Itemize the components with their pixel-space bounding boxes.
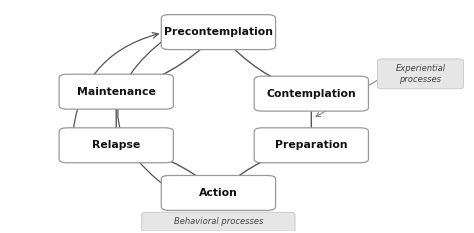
Text: Experiential
processes: Experiential processes: [395, 64, 446, 83]
FancyBboxPatch shape: [254, 76, 368, 111]
FancyBboxPatch shape: [161, 175, 275, 210]
Text: Contemplation: Contemplation: [266, 89, 356, 99]
FancyBboxPatch shape: [377, 59, 464, 89]
Text: Behavioral processes: Behavioral processes: [174, 217, 263, 226]
FancyBboxPatch shape: [59, 74, 173, 109]
Text: Precontemplation: Precontemplation: [164, 27, 273, 37]
Text: Relapse: Relapse: [92, 140, 140, 150]
Text: Action: Action: [199, 188, 238, 198]
Text: Preparation: Preparation: [275, 140, 347, 150]
Text: Maintenance: Maintenance: [77, 87, 155, 97]
FancyBboxPatch shape: [161, 15, 275, 50]
FancyBboxPatch shape: [59, 128, 173, 163]
FancyBboxPatch shape: [142, 212, 295, 231]
FancyBboxPatch shape: [254, 128, 368, 163]
